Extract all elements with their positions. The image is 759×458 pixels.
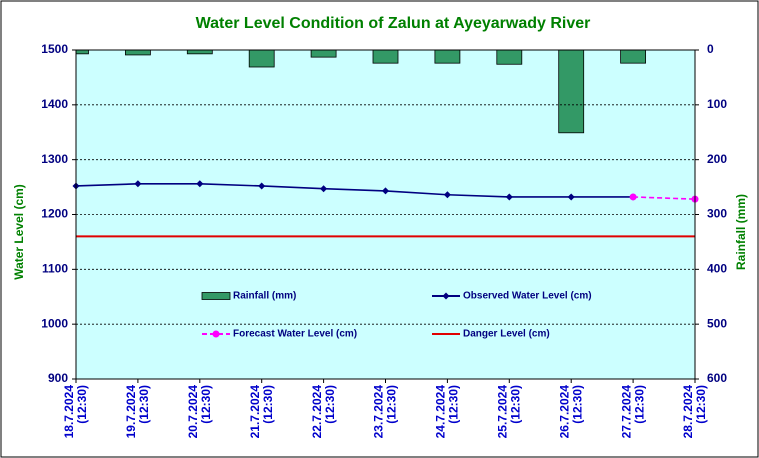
legend-label: Danger Level (cm): [463, 329, 550, 340]
x-tick-label: (12:30): [632, 385, 646, 424]
rainfall-bar: [310, 50, 337, 58]
x-tick-label: (12:30): [570, 385, 584, 424]
x-tick-label: (12:30): [261, 385, 275, 424]
legend-marker: [442, 292, 450, 300]
rainfall-bar: [76, 50, 89, 55]
point-marker: [134, 180, 142, 188]
series-line: [633, 196, 696, 200]
x-tick-label: (12:30): [199, 385, 213, 424]
y-tick-label: 1200: [41, 207, 68, 221]
chart-title: Water Level Condition of Zalun at Ayeyar…: [196, 15, 591, 32]
point-marker: [320, 185, 328, 193]
legend-swatch: [201, 292, 231, 300]
y-tick-label: 900: [48, 371, 68, 385]
y-tick-label: 1000: [41, 316, 68, 330]
x-tick-label: (12:30): [137, 385, 151, 424]
x-tick-label: 24.7.2024: [434, 385, 448, 439]
rainfall-bar: [125, 50, 151, 56]
x-tick-label: (12:30): [323, 385, 337, 424]
x-tick-label: 23.7.2024: [372, 385, 386, 439]
rainfall-bar: [434, 50, 461, 64]
plot-layer: [76, 50, 646, 134]
x-tick-label: 25.7.2024: [495, 385, 509, 439]
point-marker: [382, 187, 389, 195]
x-tick-label: 20.7.2024: [186, 385, 200, 439]
rainfall-bar: [496, 50, 523, 65]
point-marker: [629, 193, 637, 201]
y-tick-label: 1100: [42, 262, 68, 276]
y-tick-label: 1300: [41, 152, 68, 166]
rainfall-bar: [248, 50, 275, 68]
legend-label: Forecast Water Level (cm): [233, 329, 357, 340]
y2-tick-label: 300: [707, 207, 727, 221]
y2-tick-label: 500: [707, 316, 727, 330]
rainfall-bar: [372, 50, 399, 64]
y-axis-label: Water Level (cm): [12, 184, 26, 280]
x-tick-label: 21.7.2024: [248, 385, 262, 439]
x-tick-label: 19.7.2024: [124, 385, 138, 439]
legend-label: Rainfall (mm): [233, 291, 296, 302]
y2-axis-label: Rainfall (mm): [734, 194, 748, 270]
y2-tick-label: 0: [707, 42, 714, 56]
point-marker: [443, 191, 451, 199]
x-tick-label: 27.7.2024: [619, 385, 633, 439]
y2-tick-label: 100: [707, 97, 727, 111]
rainfall-bar: [186, 50, 213, 55]
point-marker: [258, 182, 266, 190]
y2-tick-label: 200: [707, 152, 727, 166]
point-marker: [196, 180, 204, 188]
x-tick-label: (12:30): [385, 385, 399, 424]
rainfall-bar: [620, 50, 646, 64]
point-marker: [567, 193, 575, 201]
x-tick-label: (12:30): [508, 385, 522, 424]
plot-frame: [75, 49, 696, 380]
legend-label: Observed Water Level (cm): [463, 291, 592, 302]
point-marker: [505, 193, 513, 201]
x-tick-label: 22.7.2024: [310, 385, 324, 439]
series-line: [75, 182, 634, 198]
y2-tick-label: 400: [707, 262, 727, 276]
x-tick-label: (12:30): [75, 385, 89, 424]
x-tick-label: 28.7.2024: [681, 385, 695, 439]
y-tick-label: 1500: [41, 42, 68, 56]
legend-marker: [212, 330, 220, 338]
rainfall-bar: [558, 50, 585, 134]
x-tick-label: (12:30): [694, 385, 708, 424]
x-tick-label: (12:30): [447, 385, 461, 424]
x-tick-label: 26.7.2024: [557, 385, 571, 439]
y-tick-label: 1400: [41, 97, 68, 111]
y2-tick-label: 600: [707, 371, 727, 385]
x-tick-label: 18.7.2024: [62, 385, 76, 439]
